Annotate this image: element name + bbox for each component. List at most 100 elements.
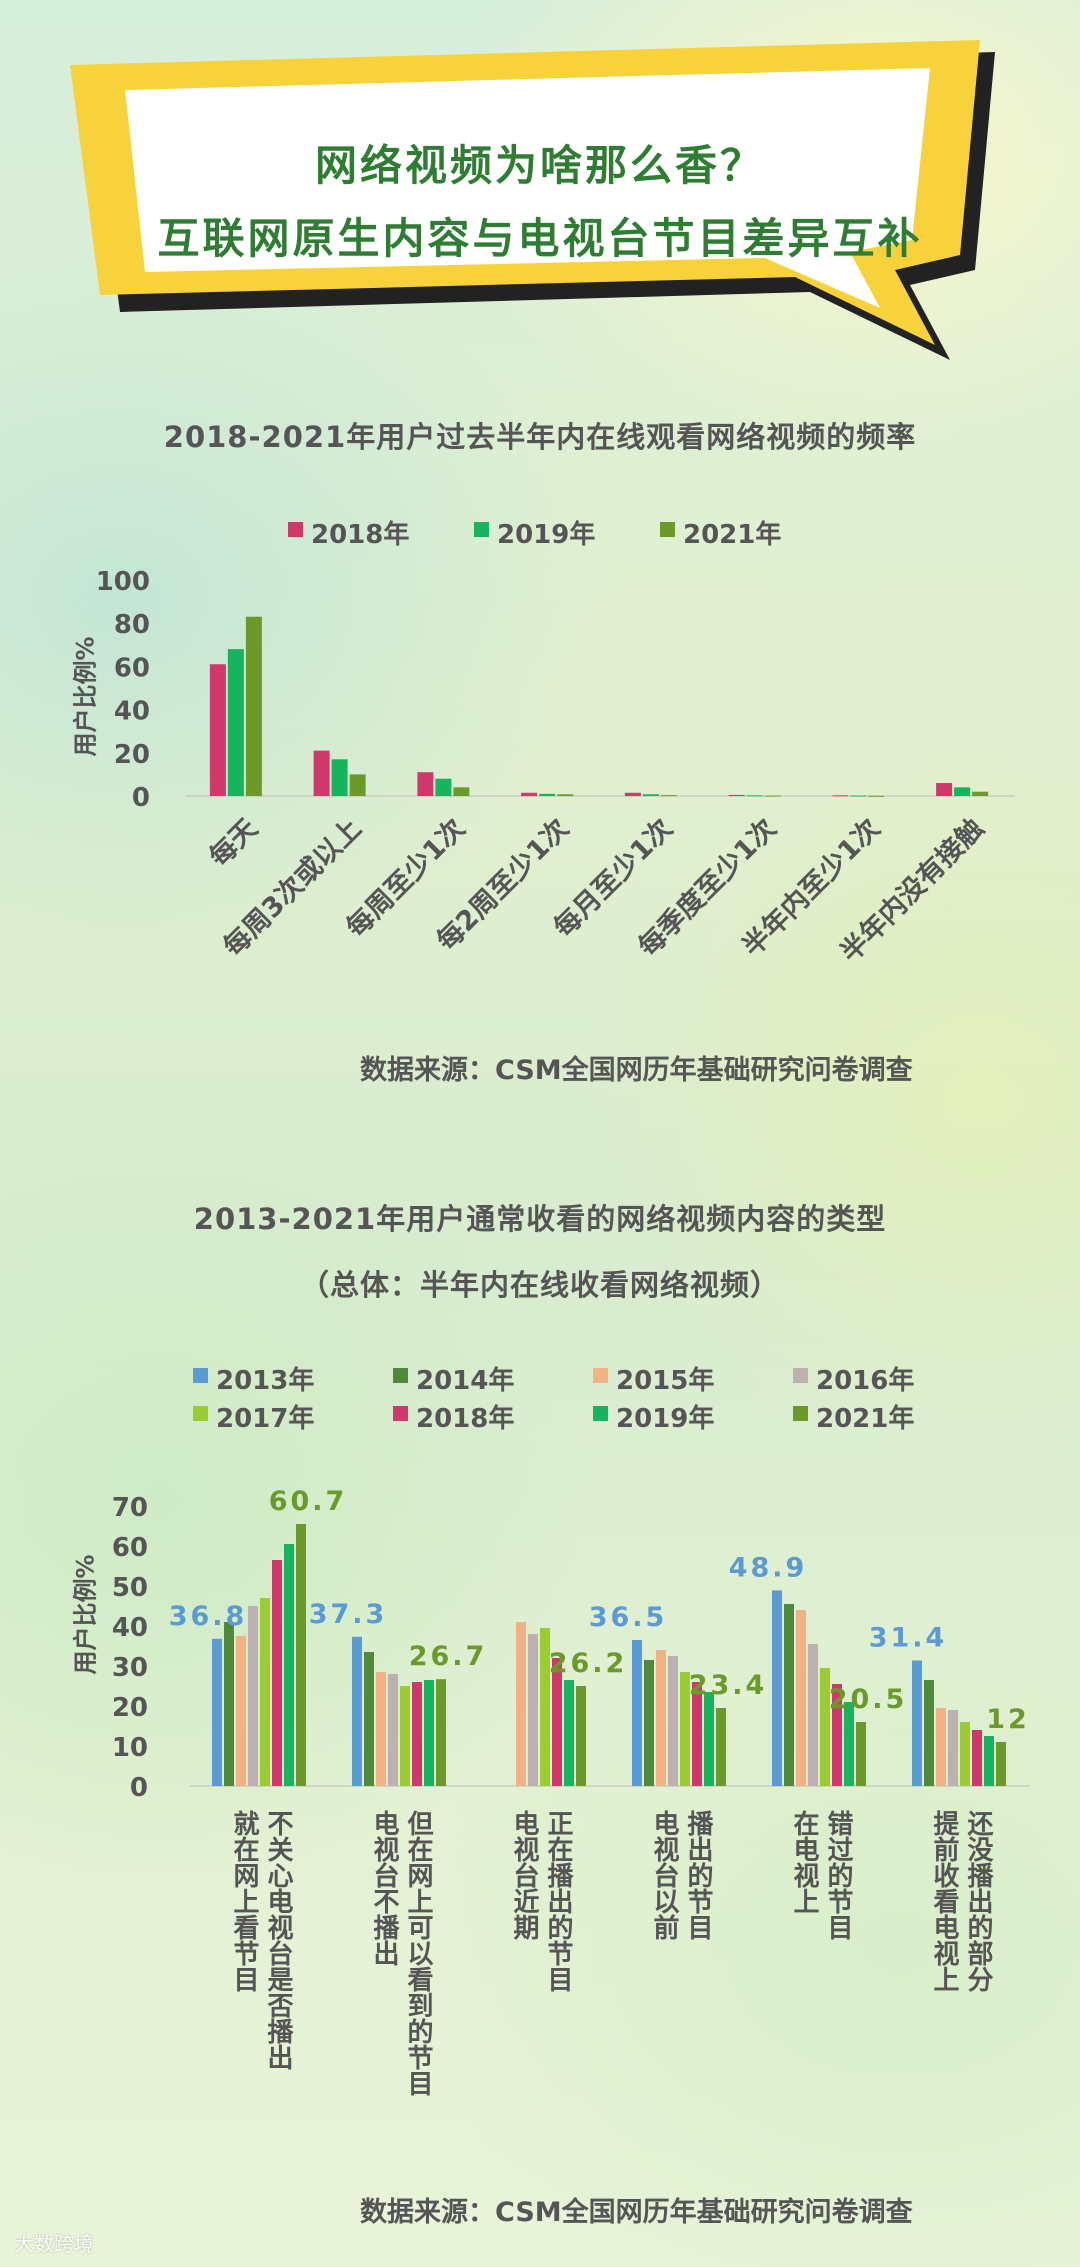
chart2-bar [564, 1680, 574, 1786]
chart1-bar [453, 787, 470, 796]
legend-label: 2018年 [311, 520, 410, 550]
chart2-y-tick: 20 [112, 1693, 148, 1723]
chart2-bar [388, 1674, 398, 1786]
chart2-bar [972, 1730, 982, 1786]
chart2-legend-item-5: 2018年 [393, 1398, 514, 1435]
chart2-data-label: 48.9 [729, 1552, 808, 1583]
chart2-y-tick: 60 [112, 1533, 148, 1563]
chart2-x-tick: 不关心电视台是否播出 [263, 1810, 293, 2070]
chart2-bar [680, 1672, 690, 1786]
legend-label: 2021年 [683, 520, 782, 550]
legend-swatch [193, 1368, 208, 1383]
chart2-data-label: 20.5 [829, 1684, 908, 1715]
chart1-source: 数据来源：CSM全国网历年基础研究问卷调查 [360, 1055, 913, 1086]
chart1-bar [954, 787, 971, 796]
chart2-bar [948, 1710, 958, 1786]
chart2-bar [364, 1652, 374, 1786]
chart1-bar [660, 795, 677, 797]
chart2-y-tick: 70 [112, 1493, 148, 1523]
chart1-y-tick: 0 [132, 783, 150, 813]
chart2-bar [224, 1622, 234, 1786]
chart2-bar [540, 1628, 550, 1786]
chart1-x-tick: 每天 [203, 812, 264, 873]
chart2-bar [716, 1708, 726, 1786]
chart2-bar [820, 1668, 830, 1786]
chart2-bar [412, 1682, 422, 1786]
chart1-bar [868, 795, 885, 797]
chart2-legend-item-4: 2017年 [193, 1398, 314, 1435]
chart2-bar [832, 1684, 842, 1786]
legend-label: 2021年 [816, 1404, 915, 1434]
legend-swatch [393, 1368, 408, 1383]
chart2-subtitle: （总体：半年内在线收看网络视频） [299, 1268, 780, 1302]
chart2-x-tick: 错过的节目 [823, 1810, 853, 1940]
chart2-bar [772, 1590, 782, 1786]
chart2-bar [984, 1736, 994, 1786]
chart2-bar [248, 1606, 258, 1786]
chart2-bar [400, 1686, 410, 1786]
banner-title-line1: 网络视频为啥那么香？ [314, 141, 765, 190]
chart2-bar [808, 1644, 818, 1786]
legend-swatch [593, 1368, 608, 1383]
chart2-bar [960, 1722, 970, 1786]
legend-swatch [393, 1406, 408, 1421]
chart1-title: 2018-2021年用户过去半年内在线观看网络视频的频率 [163, 420, 917, 454]
chart2-data-label: 26.7 [409, 1641, 488, 1672]
chart1-legend-item-1: 2019年 [474, 514, 595, 551]
legend-swatch [474, 522, 489, 537]
chart2-data-label: 31.4 [869, 1622, 948, 1653]
chart2-bar [212, 1638, 222, 1786]
chart2-bar [656, 1650, 666, 1786]
chart2-x-tick: 电视台近期 [509, 1810, 539, 1941]
chart2-bar [424, 1680, 434, 1786]
chart2-y-tick: 40 [112, 1613, 148, 1643]
chart1-y-tick: 100 [96, 567, 150, 597]
chart2-data-label: 36.8 [169, 1601, 248, 1632]
chart2-legend-item-7: 2021年 [793, 1398, 914, 1435]
chart2-bar [236, 1636, 246, 1786]
chart1-y-tick: 80 [114, 610, 150, 640]
chart1-bar [557, 794, 574, 796]
chart1-bar [331, 759, 348, 796]
chart1-y-tick: 60 [114, 653, 150, 683]
legend-label: 2017年 [216, 1404, 315, 1434]
chart1-legend-item-2: 2021年 [660, 514, 781, 551]
chart1-bar [832, 795, 849, 797]
chart2-x-tick: 电视台不播出 [369, 1810, 399, 1966]
chart2-title: 2013-2021年用户通常收看的网络视频内容的类型 [193, 1202, 887, 1236]
chart2-bar [528, 1634, 538, 1786]
chart1-bar [227, 649, 244, 796]
legend-swatch [660, 522, 675, 537]
chart2-legend-item-1: 2014年 [393, 1360, 514, 1397]
legend-label: 2018年 [416, 1404, 515, 1434]
chart2-bar [796, 1610, 806, 1786]
chart2-bar [272, 1560, 282, 1786]
chart2-bar [996, 1742, 1006, 1786]
chart1-bar [972, 791, 989, 796]
chart2-x-tick: 就在网上看节目 [229, 1810, 259, 1992]
chart2-y-tick: 50 [112, 1573, 148, 1603]
legend-label: 2014年 [416, 1366, 515, 1396]
chart2-x-tick: 在电视上 [789, 1810, 819, 1914]
chart2-source: 数据来源：CSM全国网历年基础研究问卷调查 [360, 2197, 913, 2228]
banner-title-line2: 互联网原生内容与电视台节目差异互补 [157, 214, 923, 263]
chart2-bar [576, 1686, 586, 1786]
chart1-bar [764, 795, 781, 797]
chart2-bar [436, 1679, 446, 1786]
chart2-data-label: 37.3 [309, 1599, 388, 1630]
chart2-bar [284, 1544, 294, 1786]
chart2-data-label: 26.2 [549, 1648, 628, 1679]
chart2-y-tick: 0 [130, 1773, 148, 1803]
chart1-bar [539, 793, 556, 796]
chart2-data-label: 12 [986, 1704, 1030, 1735]
chart1-y-tick: 20 [114, 740, 150, 770]
chart2-bar [552, 1658, 562, 1786]
chart1-bar [349, 774, 366, 796]
chart2-x-tick: 还没播出的部分 [963, 1810, 993, 1993]
chart2-legend-item-6: 2019年 [593, 1398, 714, 1435]
chart2-bar [260, 1598, 270, 1786]
chart1-bar [245, 616, 262, 796]
legend-label: 2013年 [216, 1366, 315, 1396]
chart2-y-tick: 10 [112, 1733, 148, 1763]
chart2-x-tick: 正在播出的节目 [543, 1810, 573, 1992]
